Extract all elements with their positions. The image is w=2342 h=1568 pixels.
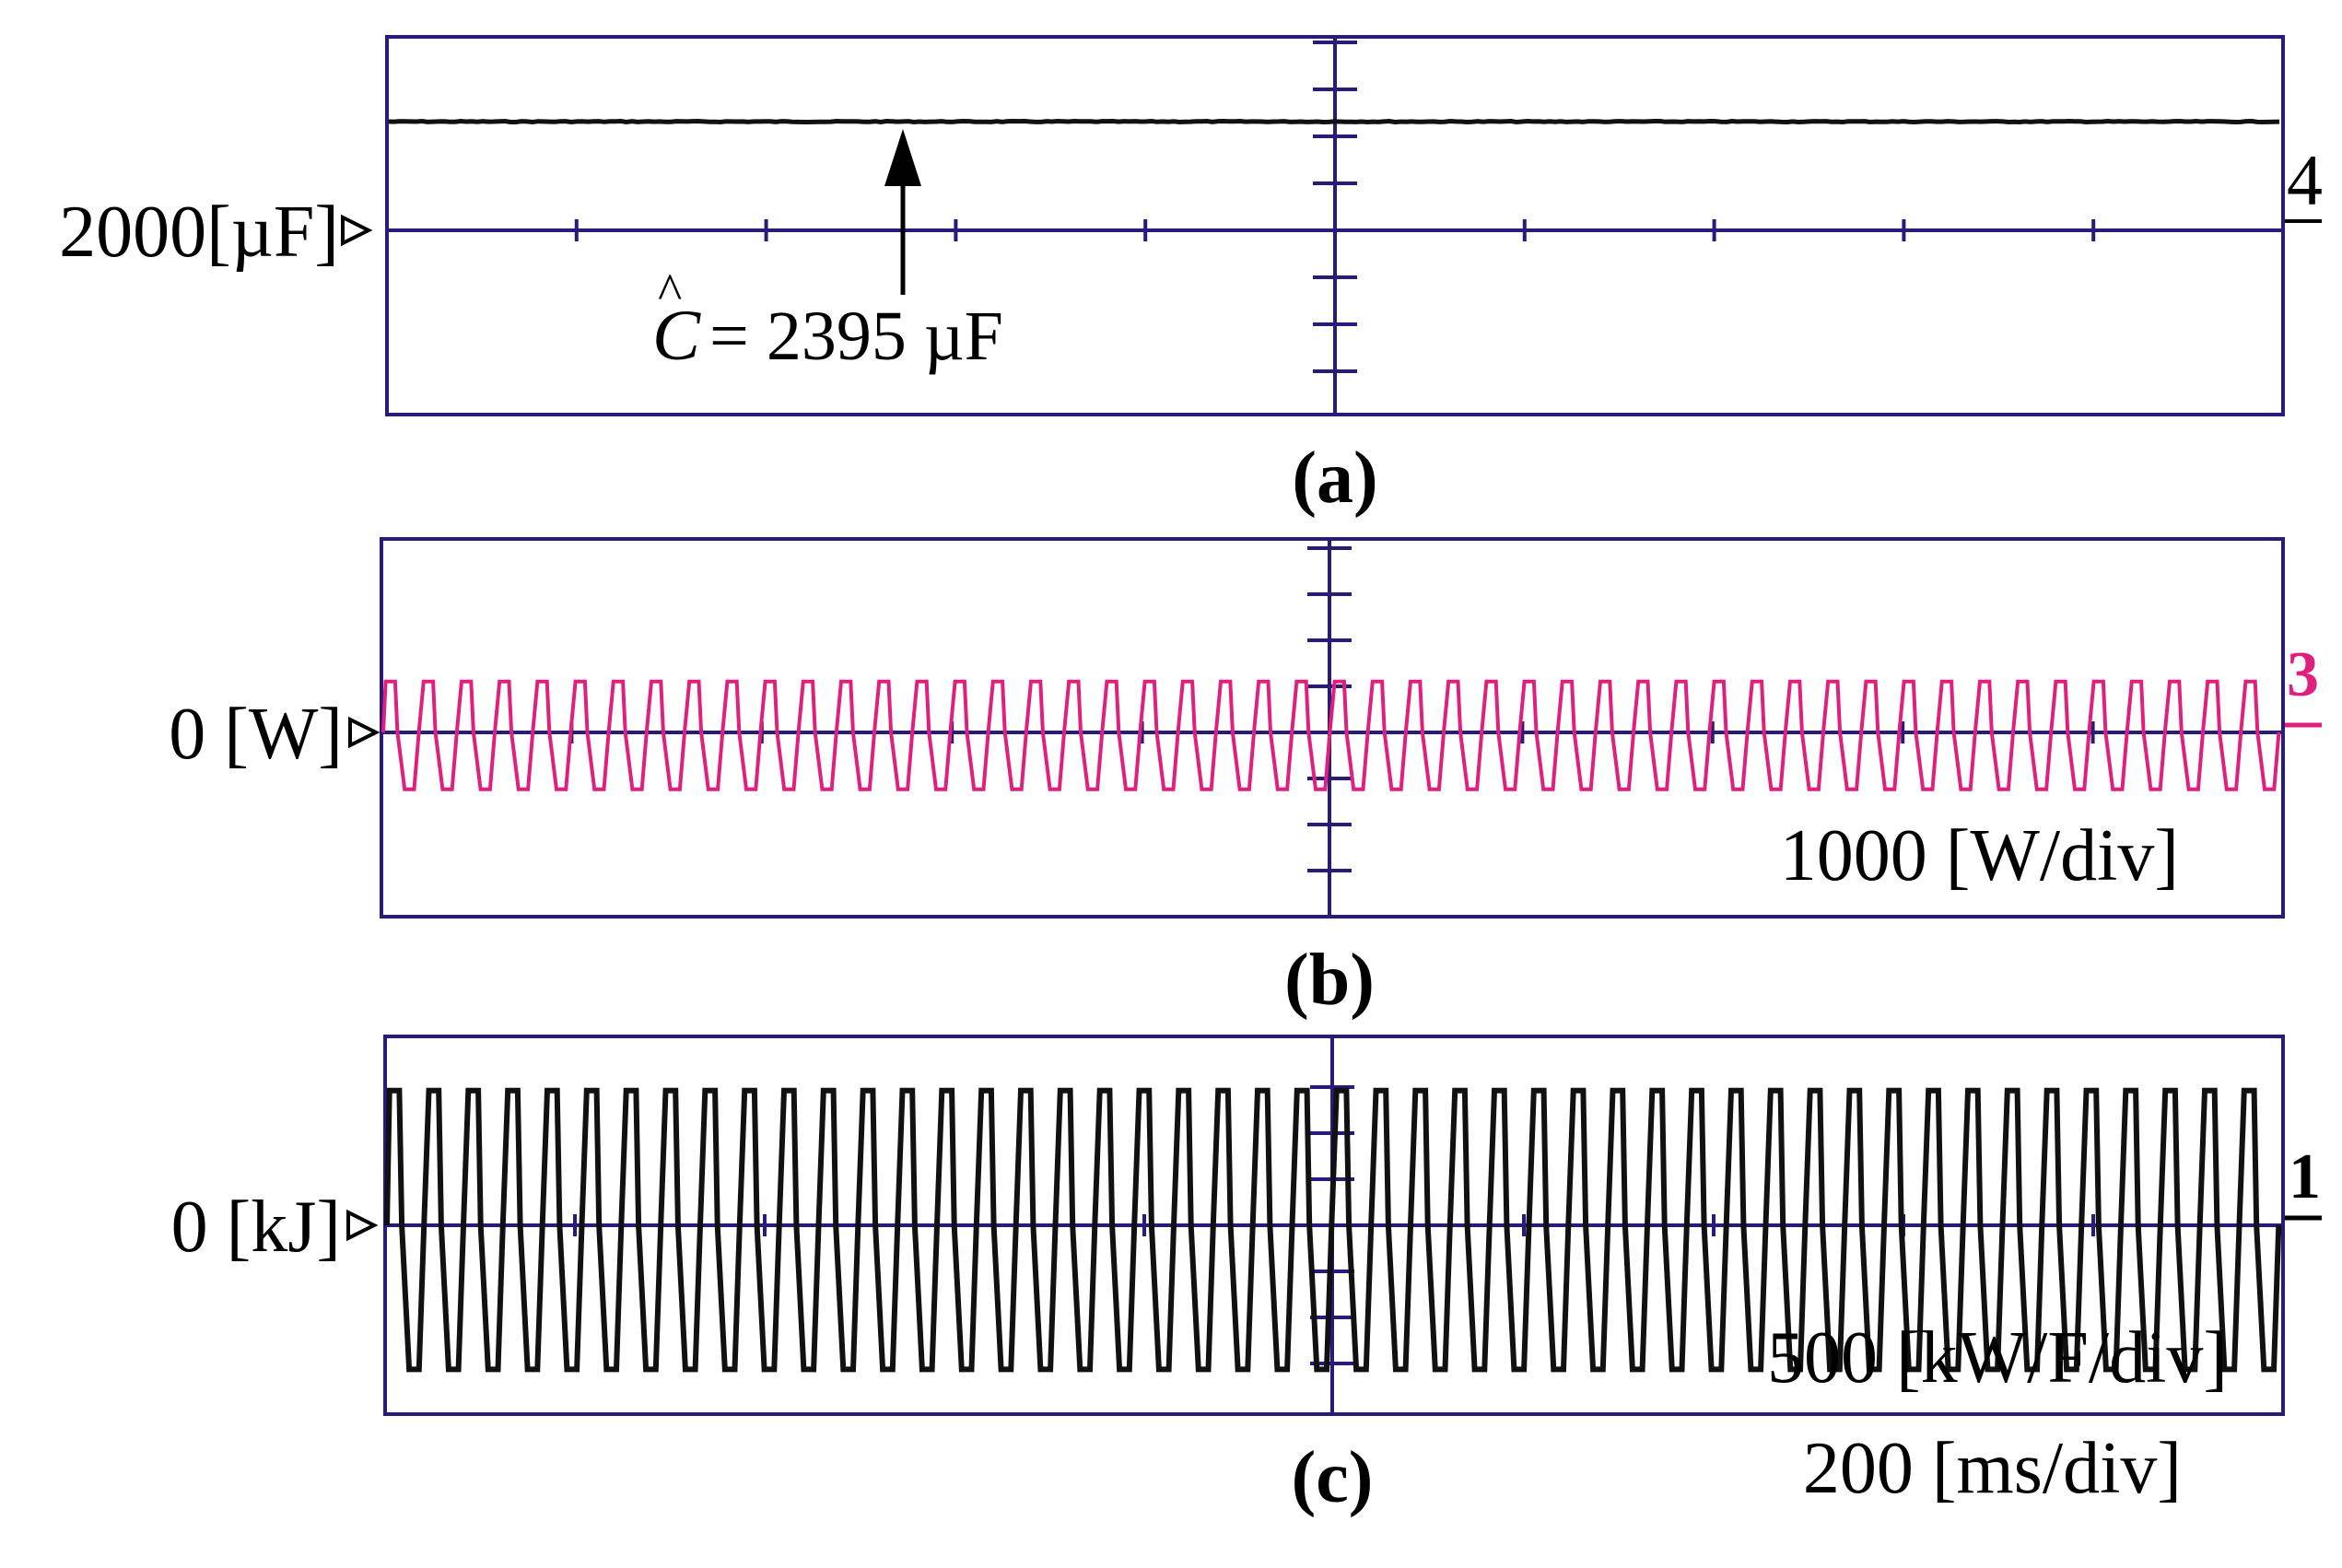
- panel-a-ticks: [574, 41, 2096, 373]
- panel-b-frame: [380, 537, 2285, 919]
- panel-a-trace: [388, 118, 2280, 125]
- panel-a: 2000[µF] 4 C ^ = 2395 µF (a): [59, 35, 2323, 519]
- panel-a-annotation-symbol: C: [652, 295, 701, 375]
- panel-a-ref-marker: [341, 214, 373, 247]
- panel-c-channel-label: 1: [2289, 1141, 2321, 1212]
- panel-a-caption: (a): [1292, 438, 1377, 519]
- panel-a-arrow-head: [884, 129, 921, 186]
- panel-c-trace: [384, 1087, 2282, 1373]
- panel-b-trace: [381, 679, 2281, 791]
- panel-a-channel-label: 4: [2287, 140, 2323, 220]
- panel-c-time-label: 200 [ms/div]: [1803, 1428, 2182, 1509]
- panel-a-annotation-hat: ^: [658, 263, 682, 321]
- panel-c: 0 [kJ] 1 500 [kW/F/div] 200 [ms/div] (c): [171, 1035, 2322, 1518]
- panel-a-annotation-text: = 2395 µF: [709, 298, 1003, 375]
- panel-b-ref-marker: [348, 716, 381, 749]
- panel-c-scale-label: 500 [kW/F/div]: [1767, 1317, 2228, 1398]
- panel-b-channel-label: 3: [2287, 639, 2319, 710]
- panel-c-caption: (c): [1292, 1437, 1374, 1518]
- panel-b-scale-label: 1000 [W/div]: [1780, 815, 2179, 896]
- panel-b: 0 [W] 3 1000 [W/div] (b): [169, 537, 2322, 1021]
- panel-c-ref-label: 0 [kJ]: [171, 1187, 341, 1268]
- panel-c-ref-marker: [346, 1209, 379, 1242]
- panel-a-ref-label: 2000[µF]: [59, 192, 339, 273]
- panel-b-caption: (b): [1284, 940, 1375, 1021]
- panel-b-ref-label: 0 [W]: [169, 694, 343, 775]
